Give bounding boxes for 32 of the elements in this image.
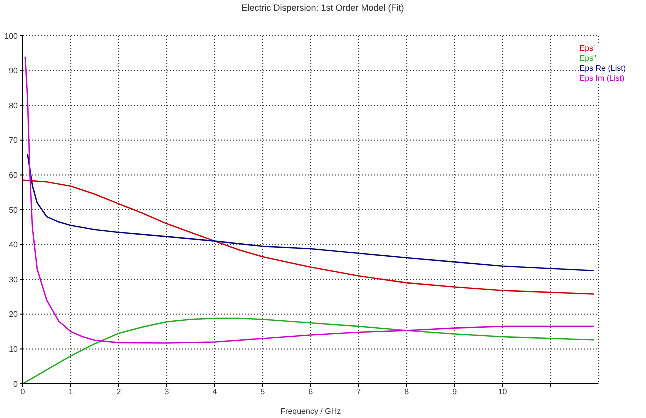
y-tick-label: 50 <box>9 206 19 215</box>
x-tick-label: 3 <box>164 388 170 397</box>
y-tick-label: 20 <box>9 310 19 320</box>
x-tick-label: 9 <box>452 388 458 397</box>
y-tick-label: 90 <box>9 66 19 76</box>
line-series <box>24 56 595 344</box>
chart-title: Electric Dispersion: 1st Order Model (Fit) <box>240 3 406 13</box>
y-tick-label: 40 <box>9 240 19 250</box>
line-series <box>23 318 595 384</box>
text: Eps" <box>580 54 598 64</box>
y-tick-label: 30 <box>9 275 19 284</box>
y-tick-label: 10 <box>9 345 19 354</box>
y-tick-label: 80 <box>9 101 19 110</box>
line-series <box>27 154 595 272</box>
x-tick-label: 10 <box>498 388 508 397</box>
x-tick-label: 7 <box>356 388 362 397</box>
y-tick-label: 70 <box>9 136 19 146</box>
x-tick-label: 5 <box>260 388 266 397</box>
x-tick-label: 4 <box>212 388 218 397</box>
x-tick-label: 2 <box>116 388 122 397</box>
x-tick-label: 6 <box>308 388 314 397</box>
x-tick-label: 0 <box>20 388 26 397</box>
text: Eps Im (List) <box>580 74 626 84</box>
line-series <box>23 180 595 295</box>
x-tick-label: 8 <box>404 388 410 397</box>
x-axis-title: Frequency / GHz <box>280 407 342 416</box>
y-tick-label: 100 <box>4 32 19 41</box>
y-tick-label: 0 <box>14 380 19 389</box>
x-tick-label: 1 <box>68 388 74 397</box>
text: Eps' <box>580 44 596 54</box>
y-tick-label: 60 <box>9 171 19 180</box>
text: Eps Re (List) <box>580 64 626 74</box>
